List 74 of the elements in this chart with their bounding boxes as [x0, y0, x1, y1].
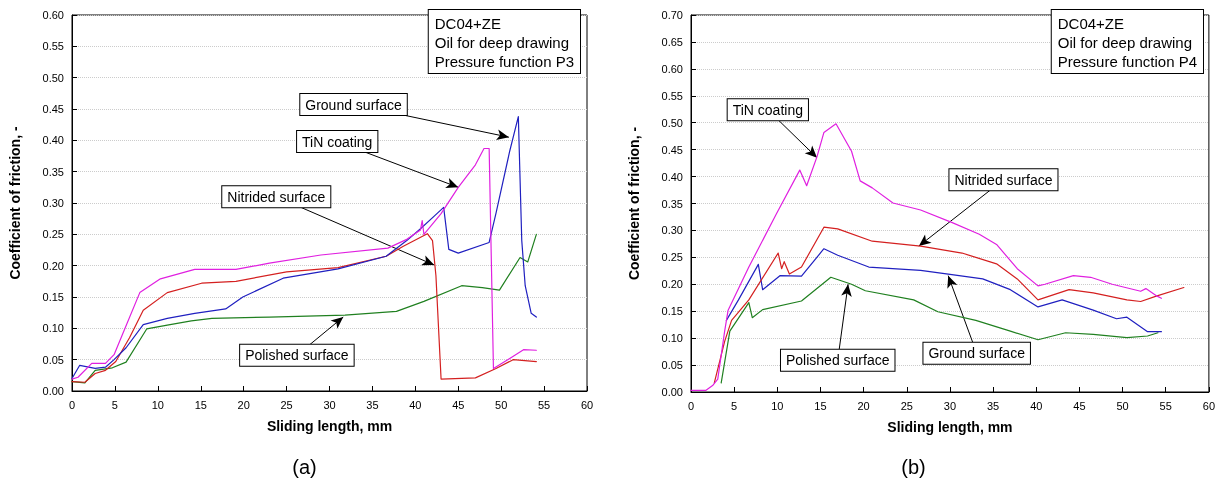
annotation: Ground surface — [305, 96, 402, 113]
line-series — [690, 123, 1163, 391]
x-tick-label: 60 — [1202, 399, 1216, 412]
annotation: Polished surface — [245, 347, 349, 364]
y-axis-title: Coefficient of friction, - — [7, 126, 23, 280]
x-tick-label: 50 — [495, 398, 508, 411]
annotation: TiN coating — [732, 101, 803, 118]
y-tick-label: 0.40 — [661, 170, 683, 183]
y-tick-label: 0.55 — [661, 89, 683, 102]
y-tick-label: 0.10 — [661, 332, 683, 345]
x-tick-label: 35 — [366, 398, 379, 411]
x-tick-label: 10 — [151, 398, 164, 411]
y-tick-label: 0.15 — [661, 305, 683, 318]
y-tick-label: 0.50 — [42, 71, 64, 84]
x-tick-label: 0 — [68, 398, 76, 411]
x-tick-label: 20 — [237, 398, 250, 411]
x-tick-label: 55 — [537, 398, 551, 411]
line-series — [720, 276, 1159, 384]
annotation: Nitrided surface — [954, 171, 1053, 188]
y-tick-label: 0.20 — [42, 259, 64, 272]
y-tick-label: 0.10 — [42, 322, 64, 335]
text: (b) — [901, 456, 926, 478]
y-tick-label: 0.05 — [42, 353, 64, 366]
x-axis-title: Sliding length, mm — [887, 419, 1013, 435]
x-tick-label: 25 — [280, 398, 293, 411]
x-tick-label: 55 — [1159, 399, 1172, 412]
y-tick-label: 0.30 — [661, 224, 683, 237]
annotation: Nitrided surface — [227, 188, 326, 205]
x-tick-label: 40 — [409, 398, 422, 411]
y-tick-label: 0.35 — [661, 197, 683, 210]
x-tick-label: 5 — [731, 399, 738, 412]
y-tick-label: 0.45 — [661, 143, 683, 156]
x-tick-label: 45 — [1073, 399, 1086, 412]
text: (a) — [292, 456, 317, 478]
x-tick-label: 30 — [943, 399, 957, 412]
y-axis-title: Coefficient of friction, - — [626, 126, 642, 281]
x-tick-label: 0 — [687, 399, 695, 412]
annotation: DC04+ZE Oil for deep drawing Pressure function P4 — [1057, 15, 1198, 70]
x-tick-label: 35 — [986, 399, 1000, 412]
y-tick-label: 0.15 — [42, 291, 64, 303]
line-series — [725, 248, 1163, 333]
x-tick-label: 10 — [771, 399, 784, 412]
y-tick-label: 0.00 — [661, 386, 683, 398]
x-tick-label: 50 — [1116, 399, 1129, 412]
y-tick-label: 0.60 — [661, 62, 683, 75]
x-tick-label: 25 — [900, 399, 913, 412]
annotation: DC04+ZE Oil for deep drawing Pressure function P3 — [434, 15, 575, 70]
x-axis-title: Sliding length, mm — [266, 418, 393, 434]
x-tick-label: 40 — [1030, 399, 1043, 412]
y-tick-label: 0.40 — [42, 134, 64, 147]
annotation: TiN coating — [302, 133, 373, 150]
y-tick-label: 0.65 — [661, 35, 683, 48]
x-tick-label: 20 — [857, 399, 870, 412]
x-tick-label: 60 — [580, 398, 594, 411]
x-tick-label: 5 — [111, 398, 118, 411]
y-tick-label: 0.00 — [42, 385, 64, 397]
y-tick-label: 0.35 — [42, 165, 64, 178]
x-tick-label: 15 — [814, 399, 827, 412]
y-tick-label: 0.25 — [661, 251, 683, 264]
y-tick-label: 0.50 — [661, 116, 683, 129]
x-tick-label: 30 — [323, 398, 336, 411]
y-tick-label: 0.20 — [661, 278, 683, 291]
x-tick-label: 45 — [452, 398, 465, 411]
annotation: Polished surface — [785, 352, 890, 369]
y-tick-label: 0.30 — [42, 197, 64, 209]
annotation: Ground surface — [928, 345, 1026, 362]
y-tick-label: 0.70 — [661, 9, 683, 21]
x-tick-label: 15 — [194, 398, 207, 411]
y-tick-label: 0.60 — [42, 9, 64, 21]
y-tick-label: 0.55 — [42, 40, 64, 53]
y-tick-label: 0.05 — [661, 359, 683, 372]
line-series — [713, 226, 1185, 384]
y-tick-label: 0.25 — [42, 228, 64, 241]
y-tick-label: 0.45 — [42, 103, 64, 115]
